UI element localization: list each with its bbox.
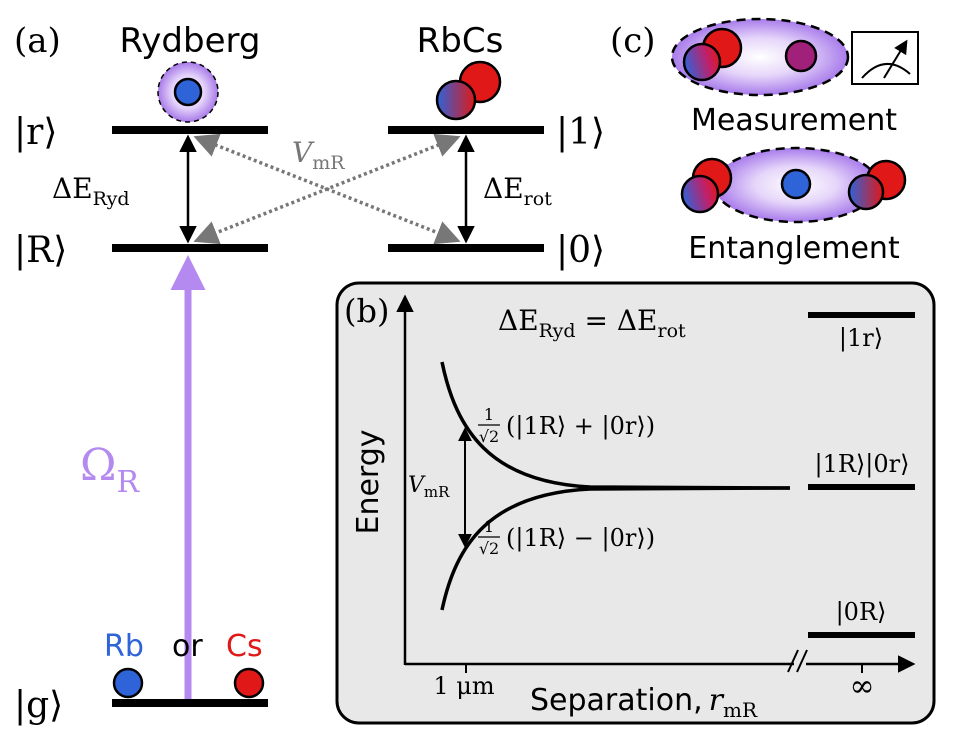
x-tick-1um-label: 1 μm <box>433 672 494 700</box>
level-1-label: |1⟩ <box>556 112 605 153</box>
rbcs-title: RbCs <box>417 21 504 61</box>
svg-text:1: 1 <box>484 517 494 536</box>
atom-or-label: or <box>172 629 203 664</box>
coupling-arrow-2 <box>193 133 461 245</box>
omega-label: ΩR <box>80 440 140 500</box>
panel-a: (a) Rydberg RbCs |r⟩ |R⟩ |g⟩ |1⟩ |0⟩ ΔER… <box>14 21 605 726</box>
lower-state-label: 1 √2 (|1R⟩ − |0r⟩) <box>478 517 655 558</box>
measurement-illustration-icon <box>670 17 850 97</box>
x-tick-infinity-label: ∞ <box>850 669 875 704</box>
svg-text:(|1R⟩ + |0r⟩): (|1R⟩ + |0r⟩) <box>506 412 655 441</box>
level-g-label: |g⟩ <box>14 685 63 726</box>
cs-atom-icon <box>233 667 265 699</box>
x-axis-label: Separation, rmR <box>530 683 758 722</box>
panel-b: (b) 1 μm ∞ Energy Separation, rmR ΔERyd =… <box>335 281 936 725</box>
panel-c-label: (c) <box>610 21 656 61</box>
y-axis-label: Energy <box>351 429 386 534</box>
upper-potential-curve <box>440 361 791 490</box>
level-1R0r-label: |1R⟩|0r⟩ <box>815 450 910 479</box>
svg-text:1: 1 <box>484 405 494 424</box>
panel-c: (c) Measurement Entanglement <box>610 17 919 266</box>
level-r-label: |r⟩ <box>14 112 57 153</box>
rbcs-molecule-icon <box>435 60 502 121</box>
resonance-condition: ΔERyd = ΔErot <box>498 304 686 342</box>
axis-break-icon <box>787 649 808 673</box>
svg-text:√2: √2 <box>479 427 499 446</box>
delta-rot-label: ΔErot <box>483 172 552 210</box>
level-1r-label: |1r⟩ <box>839 324 883 353</box>
rydberg-atom-icon <box>157 61 219 123</box>
level-0R-label: |0R⟩ <box>836 598 887 627</box>
upper-state-label: 1 √2 (|1R⟩ + |0r⟩) <box>478 405 655 446</box>
svg-text:√2: √2 <box>479 539 499 558</box>
meter-icon <box>851 31 919 85</box>
level-0-label: |0⟩ <box>556 230 605 271</box>
atom-cs-label: Cs <box>226 629 263 664</box>
panel-b-background <box>335 281 936 725</box>
measurement-label: Measurement <box>691 103 897 138</box>
level-R-label: |R⟩ <box>14 230 67 271</box>
entanglement-label: Entanglement <box>688 231 900 266</box>
panel-a-label: (a) <box>14 21 61 61</box>
rydberg-title: Rydberg <box>120 21 261 61</box>
panel-b-label: (b) <box>344 292 389 330</box>
atom-rb-label: Rb <box>104 629 144 664</box>
entanglement-illustration-icon <box>680 146 907 224</box>
rb-atom-icon <box>112 667 144 699</box>
lower-potential-curve <box>440 486 791 611</box>
delta-ryd-label: ΔERyd <box>52 172 130 210</box>
coupling-label: VmR <box>292 136 345 174</box>
svg-text:(|1R⟩ − |0r⟩): (|1R⟩ − |0r⟩) <box>506 524 655 553</box>
splitting-label: VmR <box>408 473 450 501</box>
